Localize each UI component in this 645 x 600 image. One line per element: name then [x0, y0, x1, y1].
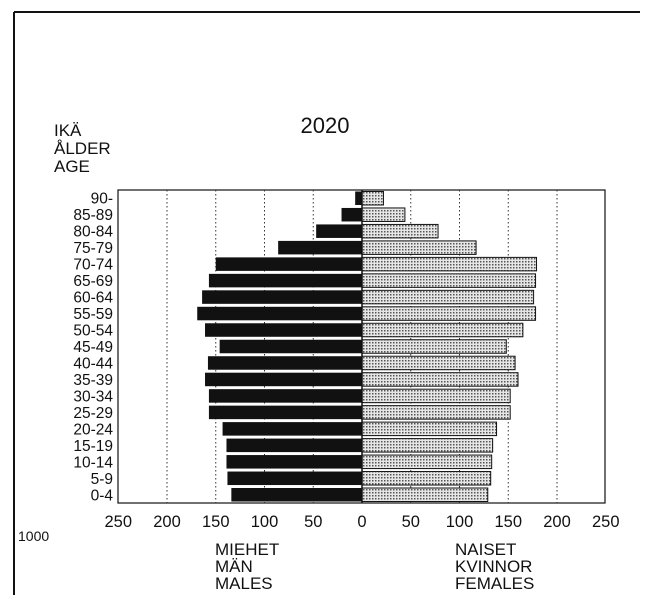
- x-tick-label: 200: [153, 513, 181, 531]
- male-bar: [205, 323, 362, 337]
- male-bar: [219, 339, 362, 354]
- unit-label: 1000: [18, 528, 49, 544]
- age-group-label: 20-24: [73, 421, 113, 438]
- age-axis-label: IKÄ ÅLDER AGE: [54, 121, 111, 176]
- male-bar: [208, 405, 362, 420]
- male-bar: [226, 438, 362, 453]
- male-bar: [231, 488, 362, 502]
- female-bar: [361, 289, 535, 305]
- males-label: MIEHET MÄN MALES: [215, 540, 279, 593]
- female-bar: [361, 405, 511, 420]
- male-bar: [208, 273, 362, 288]
- female-bar: [361, 388, 511, 404]
- female-bar: [361, 421, 498, 437]
- female-bar: [361, 322, 524, 338]
- male-bar: [197, 306, 362, 321]
- age-group-label: 85-89: [73, 207, 113, 224]
- age-group-label: 10-14: [73, 454, 113, 471]
- age-group-label: 40-44: [73, 355, 113, 372]
- age-group-label: 75-79: [73, 240, 113, 257]
- age-group-label: 60-64: [73, 290, 113, 307]
- female-bar: [361, 339, 507, 354]
- age-group-labels: 90-85-8980-8475-7970-7465-6960-6455-5950…: [73, 191, 113, 505]
- females-label-line-1: NAISET: [455, 540, 516, 559]
- male-bar: [202, 290, 362, 304]
- male-bar: [355, 191, 362, 205]
- age-group-label: 90-: [91, 191, 113, 208]
- female-bar: [361, 438, 494, 453]
- male-bar: [207, 356, 362, 370]
- female-bar: [361, 372, 519, 387]
- males-label-line-2: MÄN: [215, 557, 253, 576]
- x-axis-ticks: 250 200 150 100 50 0 50 100 150 200 250: [104, 513, 619, 531]
- age-group-label: 65-69: [73, 273, 113, 290]
- female-bar: [361, 273, 537, 288]
- x-tick-label: 250: [104, 513, 132, 531]
- male-bar: [226, 455, 362, 469]
- female-bar: [361, 240, 477, 255]
- female-bar: [361, 207, 406, 222]
- chart-title: 2020: [301, 113, 350, 138]
- x-tick-label: 250: [592, 513, 620, 531]
- male-bar: [208, 389, 362, 403]
- age-group-label: 50-54: [73, 323, 113, 340]
- age-group-label: 25-29: [73, 405, 113, 422]
- males-label-line-1: MIEHET: [215, 540, 279, 559]
- age-label-line-2: ÅLDER: [54, 139, 111, 158]
- male-bar: [341, 207, 362, 222]
- x-tick-label: 50: [304, 513, 322, 531]
- male-bar: [222, 422, 362, 436]
- female-bar: [361, 190, 384, 206]
- male-bar: [316, 224, 362, 238]
- age-group-label: 55-59: [73, 306, 113, 323]
- female-bar: [361, 355, 516, 371]
- females-label-line-2: KVINNOR: [455, 557, 532, 576]
- age-group-label: 80-84: [73, 224, 113, 241]
- males-label-line-3: MALES: [215, 574, 273, 593]
- female-bar: [361, 223, 439, 239]
- age-group-label: 5-9: [91, 471, 113, 488]
- age-group-label: 0-4: [91, 487, 114, 504]
- female-bar: [361, 256, 538, 272]
- age-group-label: 15-19: [73, 438, 113, 455]
- age-group-label: 30-34: [73, 388, 113, 405]
- x-tick-label: 100: [251, 513, 279, 531]
- female-bar: [361, 487, 489, 503]
- bars: [197, 190, 538, 503]
- female-bar: [361, 454, 493, 470]
- male-bar: [215, 257, 362, 271]
- age-group-label: 45-49: [73, 339, 113, 356]
- male-bar: [278, 240, 362, 255]
- x-tick-label: 50: [402, 513, 420, 531]
- female-bar: [361, 306, 537, 321]
- females-label: NAISET KVINNOR FEMALES: [455, 540, 534, 593]
- male-bar: [227, 471, 362, 486]
- age-label-line-3: AGE: [54, 157, 90, 176]
- x-tick-label: 0: [357, 513, 366, 531]
- male-bar: [205, 372, 362, 387]
- female-bar: [361, 471, 492, 486]
- age-group-label: 70-74: [73, 257, 113, 274]
- x-tick-label: 100: [446, 513, 474, 531]
- females-label-line-3: FEMALES: [455, 574, 534, 593]
- x-tick-label: 150: [202, 513, 230, 531]
- age-group-label: 35-39: [73, 372, 113, 389]
- x-tick-label: 150: [494, 513, 522, 531]
- age-label-line-1: IKÄ: [54, 121, 82, 140]
- x-tick-label: 200: [543, 513, 571, 531]
